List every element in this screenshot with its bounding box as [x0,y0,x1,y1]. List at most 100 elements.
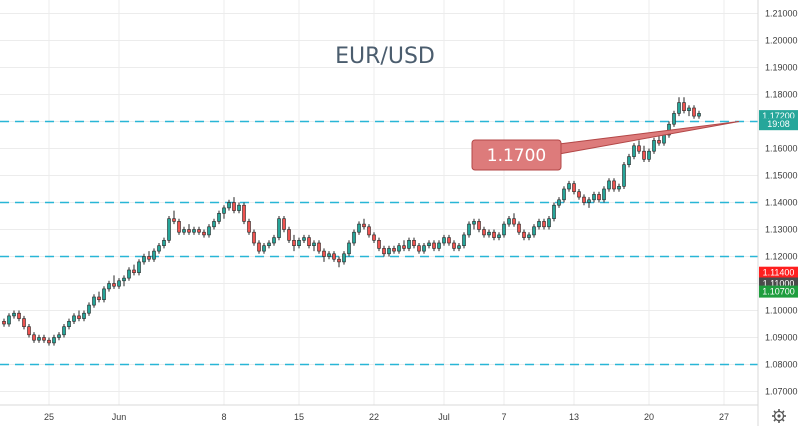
candle-body [692,107,696,117]
x-tick-label: 7 [501,412,506,422]
candle-body [557,199,561,206]
candle [337,256,341,268]
candle-body [227,202,231,209]
candle [677,97,681,117]
price-badge [759,285,798,298]
candle [687,105,691,117]
candle [232,197,236,214]
candle [612,178,616,192]
candle-body [62,326,66,336]
candle [407,237,411,252]
candle [547,216,551,230]
settings-gear-icon[interactable] [772,409,786,423]
candle-body [237,204,241,211]
candle-body [597,194,601,201]
candles [2,97,701,346]
candle [602,186,606,203]
candle-body [352,231,356,244]
x-tick-label: 20 [644,412,654,422]
price-badge-label: 1.10700 [762,287,795,297]
candle [202,229,206,238]
candle [62,324,66,338]
candle-body [357,223,361,233]
time-axis[interactable]: 25 Jun 8 15 22 Jul 7 13 20 27 [44,412,729,422]
candle-body [422,245,426,252]
candle-body [417,245,421,252]
candle-body [642,150,646,160]
candle [157,243,161,254]
candle [277,216,281,241]
candle-body [392,248,396,252]
candle [377,237,381,252]
candle-body [107,283,111,290]
candle [117,278,121,289]
candle-body [207,226,211,236]
candle [537,218,541,230]
candle-body [347,242,351,255]
candle [82,310,86,322]
candle [477,218,481,233]
candle [17,310,21,322]
candle-body [397,245,401,252]
candle-body [567,183,571,190]
candle-body [467,223,471,236]
y-tick-label: 1.09000 [765,333,798,343]
candle [27,324,31,338]
candle-body [662,134,666,144]
candle [112,275,116,289]
candle-body [92,296,96,306]
candle-body [382,248,386,255]
candle-body [287,229,291,241]
candle [72,313,76,324]
candle [647,148,651,162]
candle-body [22,318,26,328]
price-callout[interactable]: 1.1700 [471,121,740,171]
candle [287,226,291,243]
candle [77,310,81,322]
candle-body [677,102,681,114]
y-tick-label: 1.07000 [765,387,798,397]
candle-body [52,337,56,344]
candle-body [432,242,436,249]
candle-body [137,261,141,273]
candle-body [37,337,41,341]
candle-body [337,258,341,263]
candle [22,315,26,330]
candle [657,135,661,146]
candle [692,105,696,119]
candle [497,232,501,241]
candle [572,180,576,195]
candle-body [282,218,286,230]
candle [422,243,426,254]
candle-body [117,280,121,287]
candle-body [12,312,16,317]
candle [502,221,506,238]
candle-body [272,237,276,244]
candle-body [457,245,461,249]
candle-body [612,180,616,190]
candle-body [7,315,11,325]
x-tick-label: 13 [569,412,579,422]
candle-body [192,229,196,233]
candle [122,275,126,287]
candle [47,337,51,346]
candle [427,240,431,249]
candle-body [197,229,201,233]
candle [627,153,631,168]
candle [462,232,466,249]
candle [7,313,11,327]
candle-body [42,337,46,341]
candle [237,202,241,214]
candle-body [242,204,246,222]
candle [362,218,366,230]
candle [152,248,156,262]
candle [452,240,456,252]
candle [257,240,261,254]
candle-body [317,242,321,252]
candle [457,243,461,252]
candle-body [637,145,641,152]
candle [582,194,586,206]
price-axis[interactable]: 1.07000 1.08000 1.09000 1.10000 1.11000 1.120… [765,9,798,397]
candle-body [687,107,691,112]
